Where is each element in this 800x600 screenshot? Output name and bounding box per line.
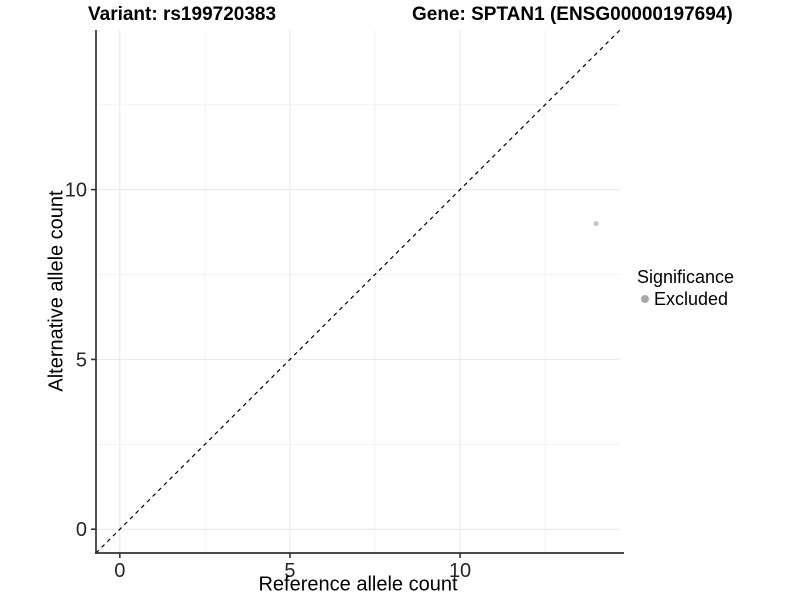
x-tick-label: 5: [284, 560, 295, 582]
y-axis-title: Alternative allele count: [45, 190, 68, 392]
legend-item-excluded: Excluded: [637, 289, 734, 309]
x-axis-title: Reference allele count: [258, 573, 458, 596]
legend-title: Significance: [637, 267, 735, 287]
plot-title-gene: Gene: SPTAN1 (ENSG00000197694): [412, 4, 733, 25]
legend-item-label: Excluded: [654, 288, 729, 309]
y-tick-label: 0: [76, 519, 87, 541]
legend: Significance Excluded: [637, 266, 734, 309]
identity-line: [95, 29, 621, 554]
y-tick-label: 5: [76, 349, 87, 371]
y-tick-label: 10: [65, 180, 87, 202]
x-tick-label: 0: [114, 560, 125, 582]
legend-key-dot-icon: [641, 295, 649, 303]
plot-title-variant: Variant: rs199720383: [88, 4, 277, 25]
data-point: [593, 221, 599, 227]
x-tick-label: 10: [449, 560, 471, 582]
